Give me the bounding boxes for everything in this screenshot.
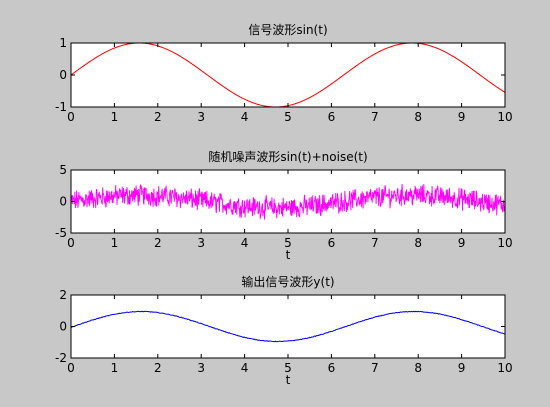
x-tick-label: 1: [111, 361, 119, 375]
x-tick-label: 7: [371, 110, 379, 124]
x-tick-label: 5: [284, 110, 292, 124]
x-tick-label: 0: [67, 236, 75, 250]
x-tick-label: 5: [284, 361, 292, 375]
x-axis-label: t: [286, 373, 291, 387]
y-tick-label: -1: [55, 100, 67, 114]
x-tick-label: 6: [328, 361, 336, 375]
x-tick-label: 1: [111, 236, 119, 250]
x-tick-label: 8: [414, 361, 422, 375]
x-tick-label: 0: [67, 110, 75, 124]
series-line-1: [71, 183, 505, 220]
y-tick-label: 0: [59, 320, 67, 334]
x-tick-label: 2: [154, 110, 162, 124]
axes-background: [71, 295, 505, 358]
x-tick-label: 4: [241, 236, 249, 250]
y-tick-label: 1: [59, 36, 67, 50]
y-tick-label: 0: [59, 68, 67, 82]
x-tick-label: 10: [497, 236, 512, 250]
x-tick-label: 4: [241, 361, 249, 375]
x-tick-label: 9: [458, 110, 466, 124]
series-line-1: [71, 310, 505, 343]
y-tick-label: 0: [59, 195, 67, 209]
x-tick-label: 10: [497, 110, 512, 124]
x-tick-label: 9: [458, 236, 466, 250]
x-tick-label: 10: [497, 361, 512, 375]
chart-title: 输出信号波形y(t): [241, 274, 334, 289]
chart-title: 随机噪声波形sin(t)+noise(t): [208, 149, 367, 164]
x-tick-label: 2: [154, 361, 162, 375]
x-tick-label: 1: [111, 110, 119, 124]
x-tick-label: 7: [371, 236, 379, 250]
y-tick-label: -2: [55, 351, 67, 365]
x-tick-label: 4: [241, 110, 249, 124]
y-tick-label: 2: [59, 288, 67, 302]
x-tick-label: 6: [328, 110, 336, 124]
x-tick-label: 3: [197, 361, 205, 375]
x-tick-label: 7: [371, 361, 379, 375]
chart-title: 信号波形sin(t): [248, 23, 327, 37]
x-tick-label: 0: [67, 361, 75, 375]
y-tick-label: -5: [55, 226, 67, 240]
x-tick-label: 8: [414, 236, 422, 250]
axes-background: [71, 43, 505, 107]
x-tick-label: 8: [414, 110, 422, 124]
x-tick-label: 2: [154, 236, 162, 250]
y-tick-label: 5: [59, 163, 67, 177]
x-tick-label: 6: [328, 236, 336, 250]
x-tick-label: 3: [197, 236, 205, 250]
x-axis-label: t: [286, 248, 291, 262]
x-tick-label: 5: [284, 236, 292, 250]
x-tick-label: 3: [197, 110, 205, 124]
x-tick-label: 9: [458, 361, 466, 375]
